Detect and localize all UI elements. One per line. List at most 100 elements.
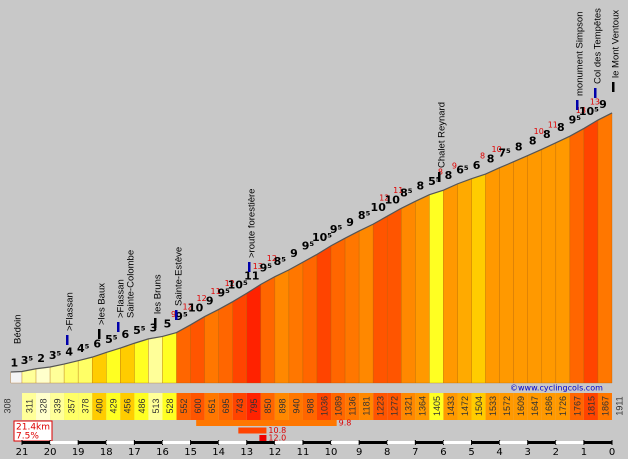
- km-band: [359, 441, 388, 444]
- altitude-label: 600: [193, 398, 203, 413]
- profile-segment: [401, 201, 416, 384]
- profile-segment: [387, 208, 402, 384]
- profile-segment: [583, 119, 599, 384]
- altitude-cell: [204, 393, 219, 420]
- altitude-label: 1223: [376, 396, 386, 416]
- profile-segment: [485, 167, 500, 384]
- place-label: >les Baux: [97, 283, 108, 325]
- place-label: Sainte-Colombe: [126, 250, 137, 318]
- place-label: les Bruns: [153, 274, 164, 314]
- altitude-label: 988: [305, 398, 315, 413]
- altitude-label: 339: [52, 398, 62, 413]
- altitude-label: 311: [24, 399, 34, 413]
- altitude-label: 1472: [460, 396, 470, 416]
- profile-segment: [134, 338, 149, 384]
- profile-segment: [373, 215, 388, 384]
- km-band: [527, 441, 556, 444]
- max-gradient: 11: [393, 186, 403, 195]
- gradient-label: 8: [417, 180, 425, 193]
- profile-segment: [10, 371, 23, 384]
- altitude-cell: [485, 393, 500, 420]
- max-gradient: 13: [253, 262, 263, 271]
- altitude-label: 795: [249, 398, 259, 413]
- altitude-label: 1815: [586, 396, 596, 416]
- x-tick-label: 13: [240, 447, 253, 458]
- profile-segment: [569, 128, 585, 384]
- altitude-cell: [120, 393, 135, 420]
- altitude-cell: [218, 393, 233, 420]
- profile-line: [10, 112, 613, 373]
- altitude-cell: [429, 393, 444, 420]
- gradient-label: 9⁵: [302, 239, 315, 252]
- gradient-label: 11: [244, 269, 259, 282]
- profile-segment: [176, 324, 191, 384]
- profile-segment: [443, 183, 458, 384]
- altitude-cell: [50, 393, 65, 420]
- altitude-cell: [288, 393, 303, 420]
- place-label: Col des Tempêtes: [593, 8, 604, 84]
- place-marker: [438, 172, 441, 182]
- max-section: [196, 420, 337, 426]
- altitude-cell: [457, 393, 472, 420]
- altitude-cell: [331, 393, 346, 420]
- x-tick-label: 9: [356, 447, 362, 458]
- max-gradient: 12: [225, 279, 235, 288]
- profile-segment: [204, 309, 219, 384]
- profile-segment: [106, 347, 121, 384]
- max-gradient: 10: [534, 127, 544, 136]
- gradient-label: 4: [65, 346, 73, 359]
- x-tick-label: 0: [609, 447, 615, 458]
- gradient-label: 4⁵: [77, 342, 90, 355]
- max-section: [238, 427, 267, 434]
- gradient-label: 8: [487, 153, 495, 166]
- place-label: >route forestière: [247, 189, 258, 258]
- gradient-label: 8⁵: [274, 255, 287, 268]
- distance: 21.4km: [16, 423, 50, 433]
- altitude-cell: [513, 393, 528, 420]
- km-band: [162, 441, 191, 444]
- gradient-label: 5⁵: [428, 175, 441, 188]
- altitude-cell: [232, 393, 247, 420]
- place-label: >Flassan: [65, 292, 76, 331]
- place-label: Chalet Reynard: [437, 102, 448, 168]
- altitude-label: 1364: [418, 396, 428, 416]
- altitude-cell: [583, 393, 598, 420]
- altitude-cell: [134, 393, 149, 420]
- altitude-label: 400: [95, 398, 105, 413]
- altitude-label: 1533: [488, 396, 498, 416]
- x-tick-label: 2: [553, 447, 559, 458]
- altitude-label: 1767: [572, 396, 582, 416]
- profile-segment: [555, 135, 571, 384]
- profile-segment: [344, 230, 360, 384]
- place-label: Sainte-Estève: [174, 247, 185, 306]
- place-label: >Flassan: [116, 279, 127, 318]
- altitude-label: 1181: [362, 396, 372, 415]
- x-tick-label: 8: [384, 447, 390, 458]
- max-gradient: 9: [171, 310, 176, 319]
- credit: ©www.cyclingcols.com: [510, 384, 603, 393]
- altitude-label: 1867: [600, 396, 610, 416]
- profile-segment: [415, 194, 430, 384]
- km-band: [106, 441, 135, 444]
- x-tick-label: 21: [16, 447, 29, 458]
- altitude-label: 328: [38, 398, 48, 413]
- altitude-label: 1647: [530, 396, 540, 416]
- altitude-label: 1272: [390, 396, 400, 416]
- gradient-label: 10: [188, 302, 204, 315]
- gradient-label: 9⁵: [217, 287, 230, 300]
- gradient-label: 10: [385, 193, 401, 206]
- altitude-cell: [415, 393, 430, 420]
- altitude-label: 1609: [516, 396, 526, 416]
- profile-segment: [260, 276, 276, 384]
- profile-segment: [162, 332, 177, 384]
- altitude-label: 1089: [333, 396, 343, 416]
- gradient-label: 8: [445, 169, 453, 182]
- gradient-label: 10⁵: [228, 278, 248, 291]
- gradient-label: 3: [150, 321, 158, 334]
- km-band: [302, 441, 332, 444]
- place-marker: [576, 100, 579, 110]
- km-band: [499, 441, 528, 444]
- profile-segment: [316, 245, 332, 384]
- altitude-cell: [401, 393, 416, 420]
